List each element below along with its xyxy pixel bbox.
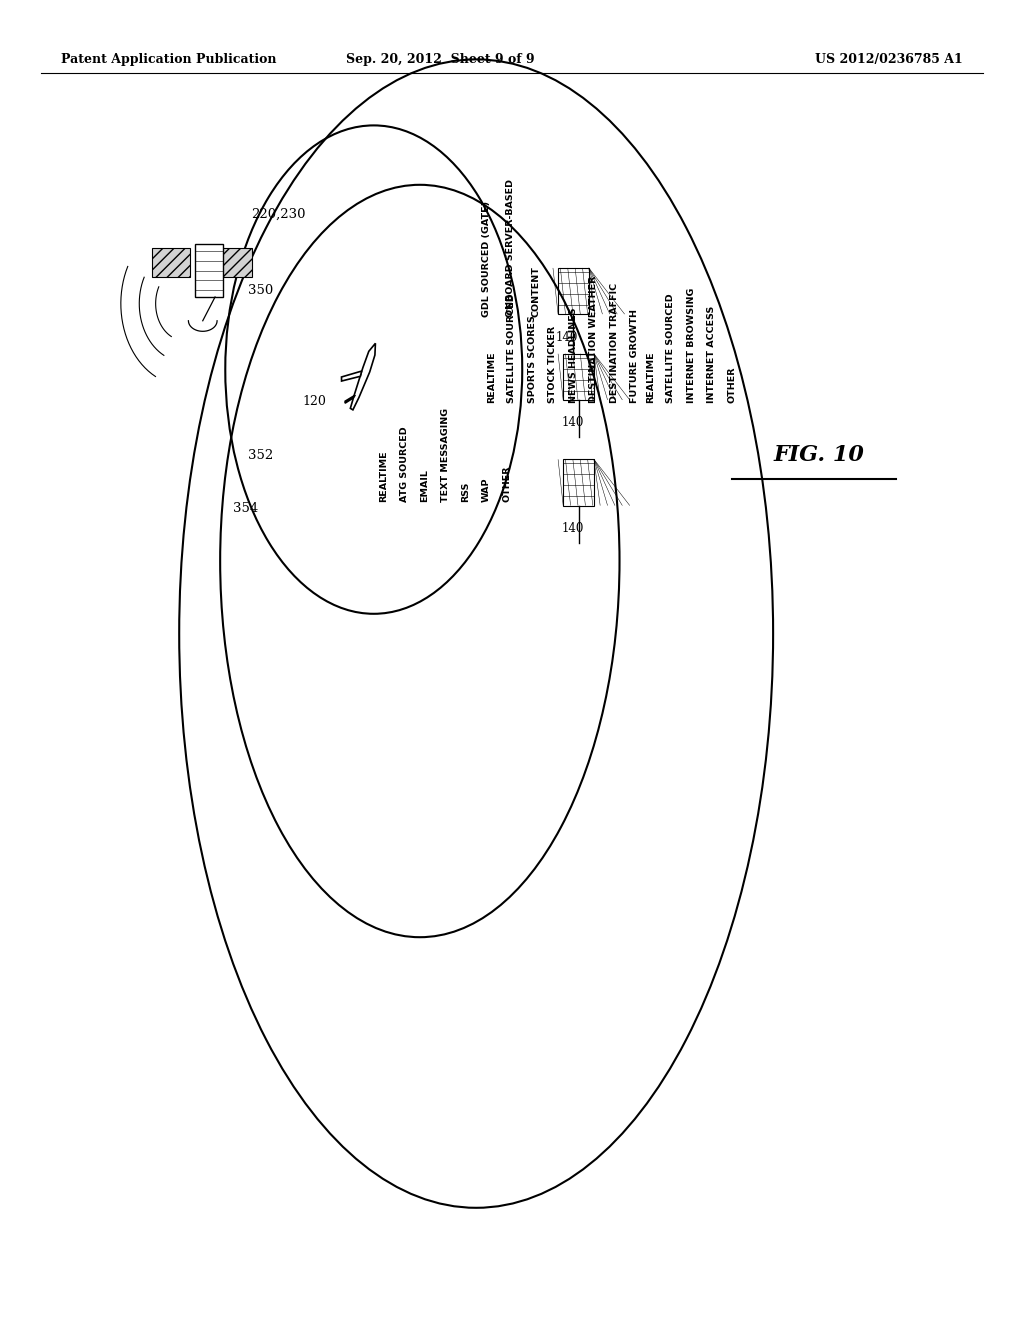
Text: 352: 352 — [249, 449, 273, 462]
Bar — [213, 248, 252, 277]
Text: 220,230: 220,230 — [251, 207, 305, 220]
Bar — [563, 459, 594, 506]
Text: SATELLITE SOURCED: SATELLITE SOURCED — [508, 293, 516, 403]
Text: OTHER: OTHER — [728, 366, 736, 403]
Text: INTERNET BROWSING: INTERNET BROWSING — [687, 288, 695, 403]
Text: 120: 120 — [302, 395, 326, 408]
Text: CONTENT: CONTENT — [531, 265, 540, 317]
Polygon shape — [341, 371, 361, 381]
Polygon shape — [350, 343, 376, 411]
Text: REALTIME: REALTIME — [487, 351, 496, 403]
Text: ONBOARD SERVER-BASED: ONBOARD SERVER-BASED — [507, 178, 515, 317]
Bar — [195, 244, 223, 297]
Text: REALTIME: REALTIME — [380, 450, 388, 502]
Text: FUTURE GROWTH: FUTURE GROWTH — [631, 309, 639, 403]
Text: NEWS HEADLINES: NEWS HEADLINES — [569, 308, 578, 403]
Polygon shape — [345, 395, 355, 403]
Text: 354: 354 — [233, 502, 258, 515]
Text: 140: 140 — [556, 330, 579, 343]
Text: 140: 140 — [561, 416, 584, 429]
Text: DESTINATION TRAFFIC: DESTINATION TRAFFIC — [610, 282, 618, 403]
Text: REALTIME: REALTIME — [646, 351, 654, 403]
Text: DESTINATION WEATHER: DESTINATION WEATHER — [590, 276, 598, 403]
Text: WAP: WAP — [482, 477, 490, 502]
Text: RSS: RSS — [462, 482, 470, 502]
Text: Patent Application Publication: Patent Application Publication — [61, 53, 276, 66]
Bar — [152, 248, 190, 277]
Text: 350: 350 — [249, 284, 273, 297]
Text: Sep. 20, 2012  Sheet 9 of 9: Sep. 20, 2012 Sheet 9 of 9 — [346, 53, 535, 66]
Text: ATG SOURCED: ATG SOURCED — [400, 426, 409, 502]
Text: EMAIL: EMAIL — [421, 469, 429, 502]
Text: FIG. 10: FIG. 10 — [774, 445, 864, 466]
Text: US 2012/0236785 A1: US 2012/0236785 A1 — [815, 53, 963, 66]
Text: STOCK TICKER: STOCK TICKER — [549, 326, 557, 403]
Text: TEXT MESSAGING: TEXT MESSAGING — [441, 408, 450, 502]
Text: SATELLITE SOURCED: SATELLITE SOURCED — [667, 293, 675, 403]
Text: OTHER: OTHER — [503, 465, 511, 502]
Bar — [558, 268, 589, 314]
Bar — [563, 354, 594, 400]
Text: GDL SOURCED (GATE): GDL SOURCED (GATE) — [482, 201, 490, 317]
Text: 140: 140 — [561, 521, 584, 535]
Text: INTERNET ACCESS: INTERNET ACCESS — [708, 305, 716, 403]
Text: SPORTS SCORES: SPORTS SCORES — [528, 315, 537, 403]
